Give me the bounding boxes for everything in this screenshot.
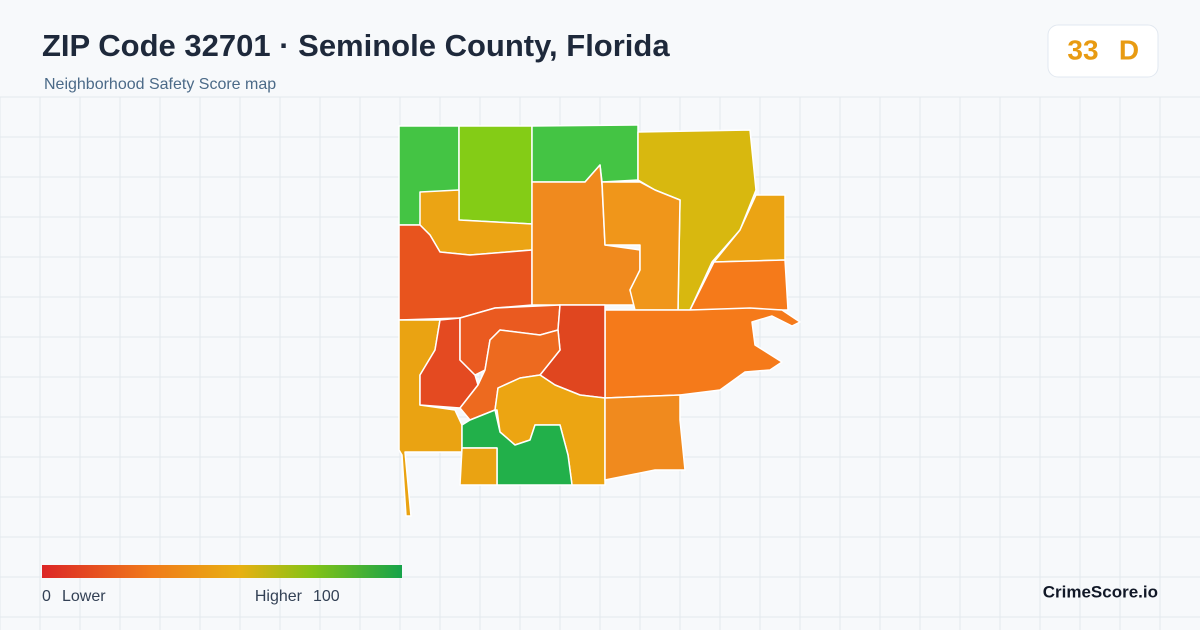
title: ZIP Code 32701 · Seminole County, Florid… — [42, 28, 670, 63]
neighborhood — [604, 394, 686, 481]
subtitle: Neighborhood Safety Score map — [44, 76, 276, 93]
neighborhood — [458, 125, 533, 225]
legend-max-label: Higher — [255, 588, 303, 605]
legend-min: 0 — [42, 588, 51, 605]
neighborhood — [604, 307, 801, 399]
score-grade: D — [1119, 34, 1139, 65]
legend-gradient — [42, 565, 402, 578]
neighborhood — [531, 124, 639, 183]
brand: CrimeScore.io — [1043, 582, 1158, 601]
score-value: 33 — [1067, 34, 1098, 65]
legend-min-label: Lower — [62, 588, 106, 605]
zip-map — [398, 124, 801, 517]
neighborhood — [459, 447, 498, 486]
legend-max: 100 — [313, 588, 340, 605]
score-badge — [1047, 24, 1159, 78]
neighborhood — [689, 259, 789, 311]
